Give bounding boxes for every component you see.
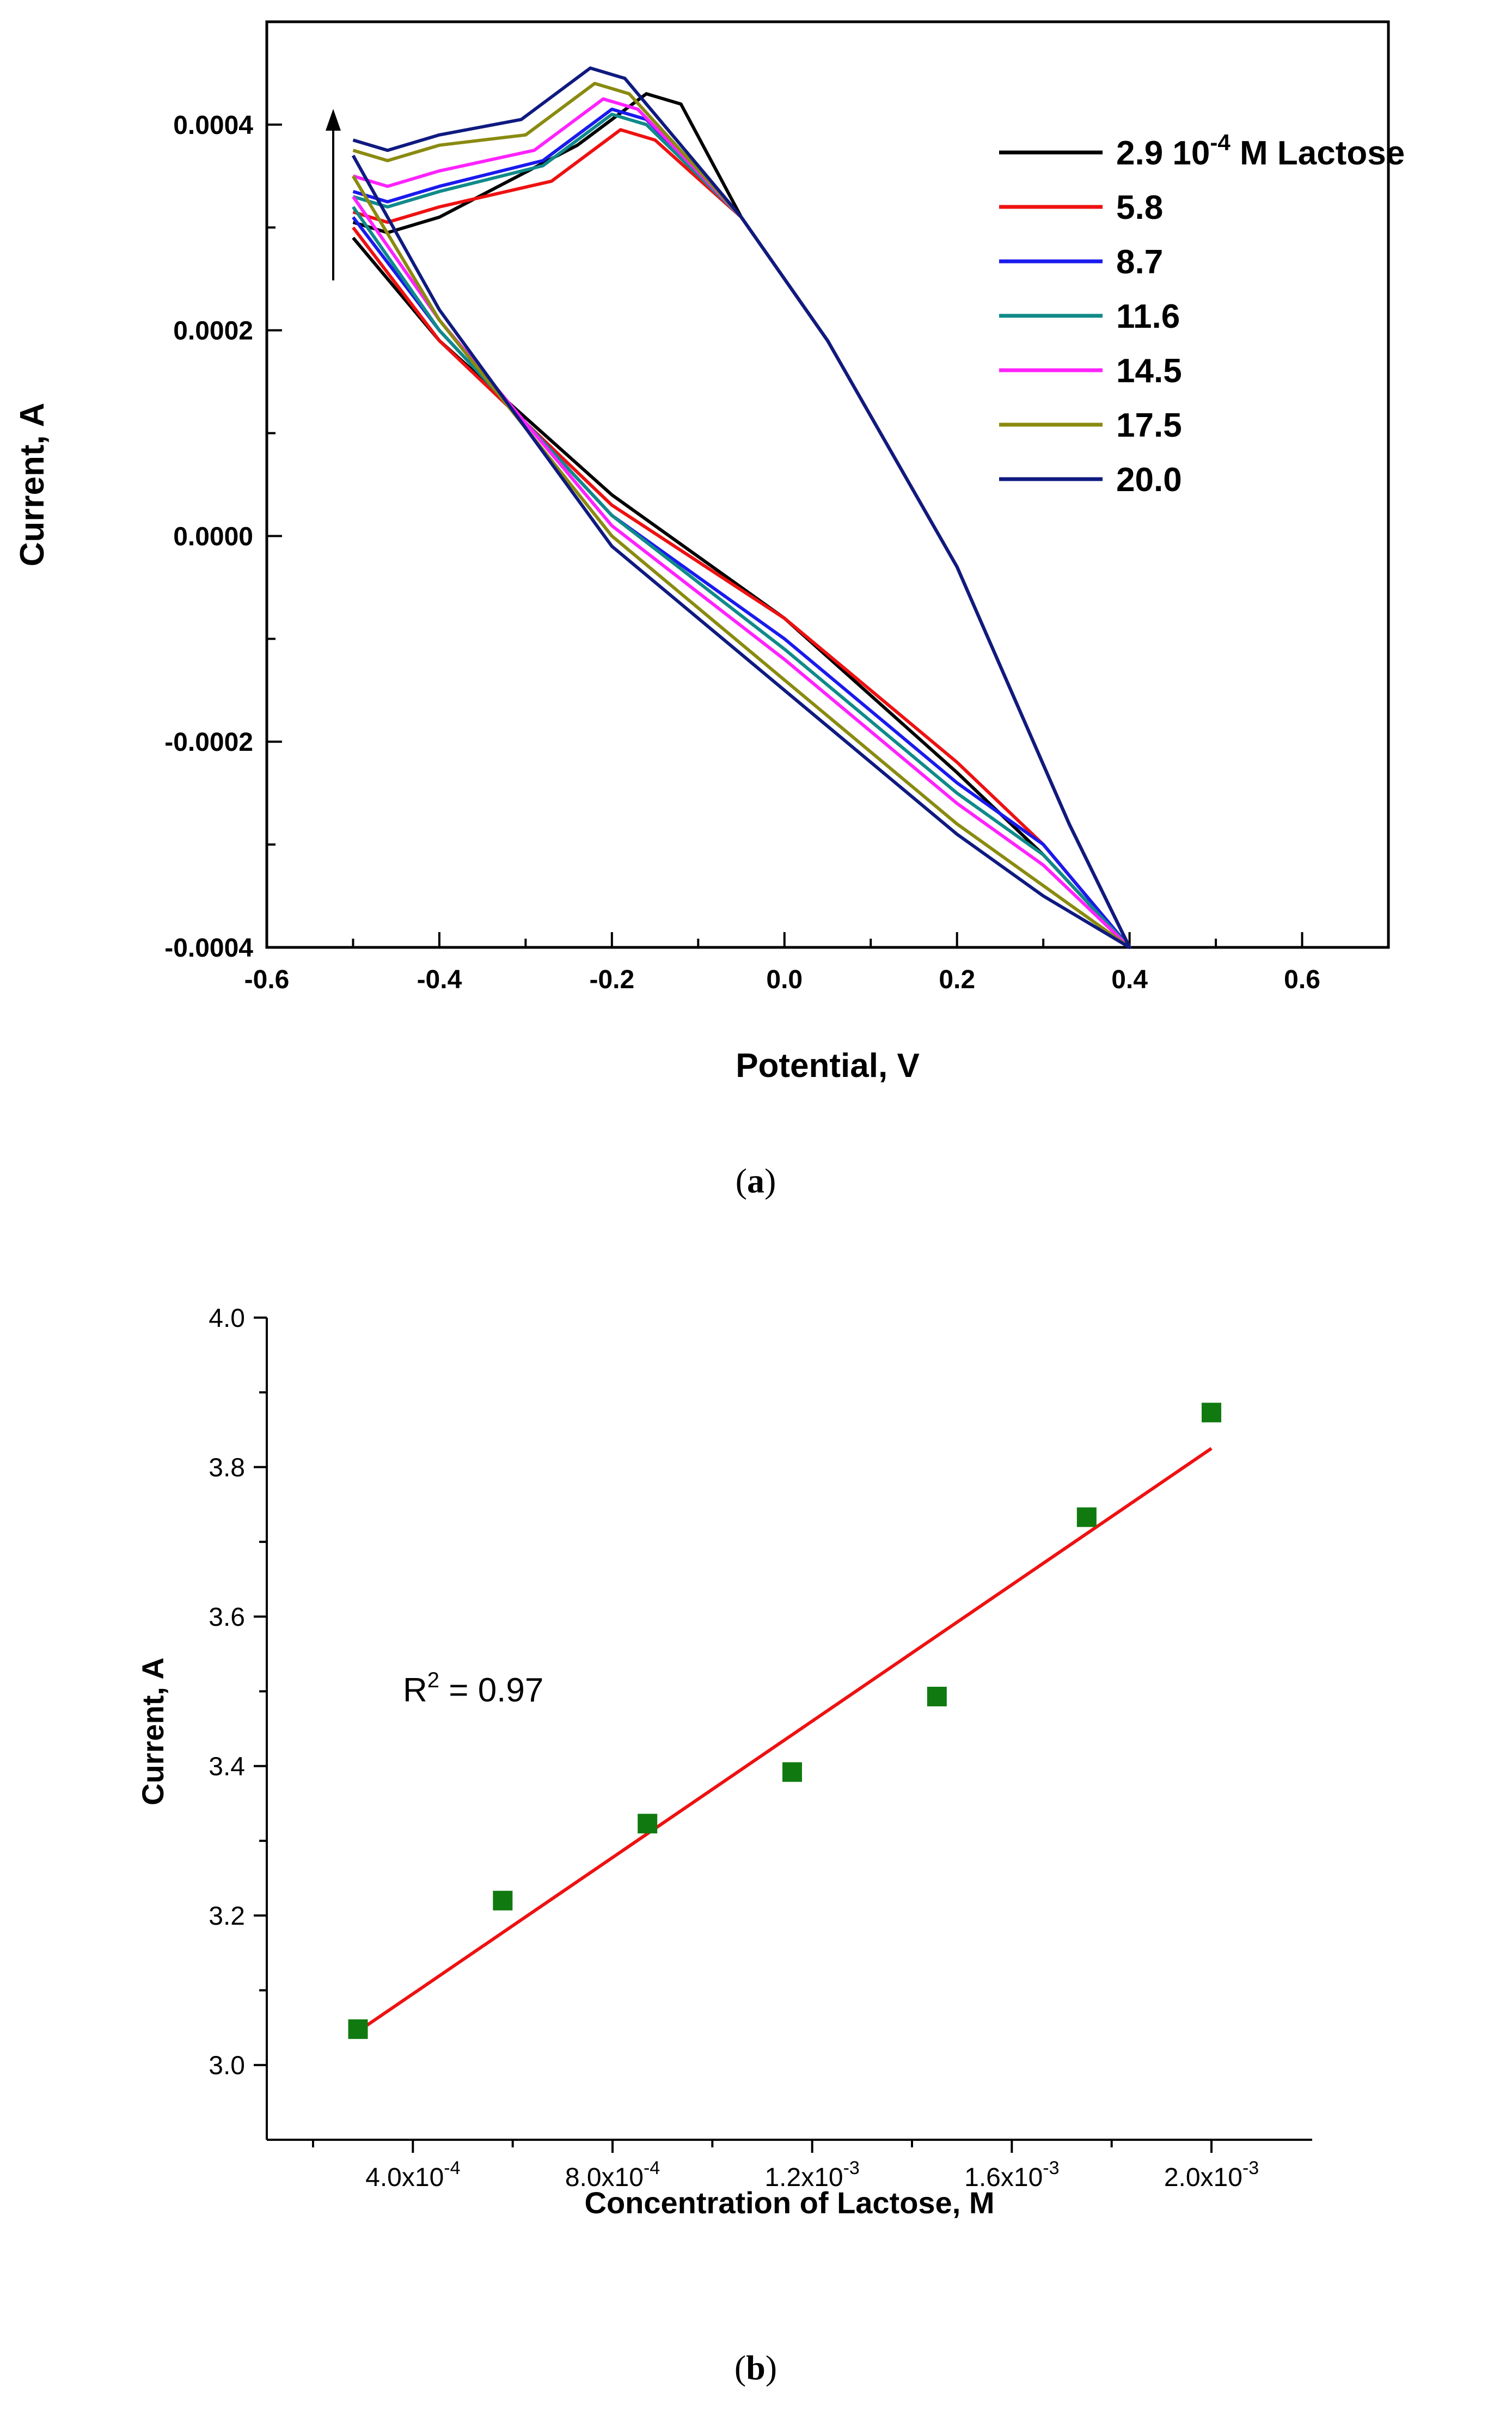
r-squared-superscript: 2: [427, 1668, 439, 1692]
panel-a-y-tick-label: 0.0002: [173, 317, 253, 346]
data-point: [493, 1890, 513, 1911]
legend-label-unit: M Lactose: [1231, 134, 1405, 172]
panel-a-y-axis: -0.0004 -0.0002 0.0000 0.0002 0.0004: [164, 21, 282, 963]
panel-b-x-axis-label: Concentration of Lactose, M: [585, 2186, 995, 2220]
panel-b-y-axis: 3.0 3.2 3.4 3.6 3.8 4.0: [209, 1304, 267, 2080]
series-line-6: [351, 66, 1131, 949]
panel-b-y-axis-label: Current, A: [136, 1657, 170, 1805]
panel-a-y-tick-label: 0.0004: [173, 111, 253, 140]
r-squared-value: = 0.97: [439, 1672, 543, 1709]
series-line-0: [352, 92, 1131, 949]
panel-b-x-axis: 4.0x10-4 8.0x10-4 1.2x10-3 1.6x10-3 2.0x10-3: [312, 2140, 1259, 2192]
legend-label: 5.8: [1116, 189, 1163, 226]
data-point: [348, 2019, 368, 2039]
panel-b-y-tick-label: 3.8: [209, 1454, 245, 1483]
legend-label: 8.7: [1116, 243, 1163, 281]
tick-exponent: -4: [644, 2158, 660, 2178]
legend-label: 14.5: [1116, 352, 1182, 390]
panel-b-data-points: [348, 1403, 1221, 2039]
panel-a-x-tick-label: -0.2: [589, 965, 634, 994]
panel-a-series-lines: [351, 66, 1131, 949]
legend-label: 2.9 10-4 M Lactose: [1116, 130, 1405, 172]
tick-mantissa: 1.2x10: [764, 2163, 843, 2192]
panel-a-y-axis-label: Current, A: [14, 403, 51, 567]
panel-a-x-tick-label: 0.2: [939, 965, 975, 994]
panel-a-chart: -0.6 -0.4 -0.2 0.0 0.2 0.4 0.6 -0.0004 -0.0002 0…: [14, 20, 1405, 1085]
panel-a-legend: 2.9 10-4 M Lactose 5.8 8.7 11.6 14.5 17.5 20.0: [999, 130, 1405, 499]
fit-line: [357, 1447, 1213, 2033]
r-squared-annotation: R2 = 0.97: [403, 1668, 543, 1709]
panel-a-y-tick-label: 0.0000: [173, 522, 253, 551]
panel-b-chart: 4.0x10-4 8.0x10-4 1.2x10-3 1.6x10-3 2.0x10-3…: [136, 1304, 1312, 2220]
tick-mantissa: 1.6x10: [964, 2163, 1043, 2192]
tick-mantissa: 2.0x10: [1164, 2163, 1242, 2192]
panel-b-x-tick-label: 4.0x10-4: [365, 2158, 460, 2192]
panel-a-y-tick-label: -0.0004: [164, 934, 253, 963]
panel-a-x-tick-label: -0.6: [244, 965, 290, 994]
tick-mantissa: 8.0x10: [565, 2163, 644, 2192]
panel-a-y-tick-label: -0.0002: [164, 728, 253, 757]
legend-label-value: 2.9 10: [1116, 134, 1210, 172]
data-point: [638, 1814, 658, 1834]
panel-a-x-tick-label: -0.4: [417, 965, 462, 994]
caption-b-letter: b: [746, 2348, 766, 2387]
panel-b-x-tick-label: 2.0x10-3: [1164, 2158, 1259, 2192]
series-line-2: [352, 107, 1131, 949]
data-point: [782, 1762, 802, 1782]
tick-mantissa: 4.0x10: [365, 2163, 444, 2192]
increase-arrow-head: [326, 109, 341, 131]
panel-b-x-tick-label: 1.2x10-3: [764, 2158, 859, 2192]
tick-exponent: -3: [1242, 2158, 1259, 2178]
legend-label: 17.5: [1116, 407, 1182, 444]
panel-b-y-tick-label: 3.4: [209, 1753, 245, 1782]
caption-a: (a): [736, 1161, 776, 1200]
panel-b-y-tick-label: 4.0: [209, 1304, 245, 1333]
legend-label: 11.6: [1116, 298, 1180, 335]
panel-b-x-tick-label: 1.6x10-3: [964, 2158, 1059, 2192]
data-point: [1076, 1507, 1097, 1527]
legend-label: 20.0: [1116, 461, 1182, 499]
panel-a-x-axis-label: Potential, V: [736, 1047, 920, 1085]
panel-a-plot-frame: [265, 20, 1390, 949]
panel-b-y-tick-label: 3.0: [209, 2052, 245, 2080]
legend-label-exponent: -4: [1210, 130, 1231, 155]
panel-a-x-tick-label: 0.4: [1111, 965, 1148, 994]
panel-b-y-tick-label: 3.6: [209, 1603, 245, 1632]
caption-a-letter: a: [747, 1161, 764, 1200]
tick-exponent: -3: [843, 2158, 860, 2178]
caption-b: (b): [734, 2348, 777, 2387]
panel-a-x-tick-label: 0.6: [1284, 965, 1320, 994]
tick-exponent: -3: [1043, 2158, 1059, 2178]
tick-exponent: -4: [444, 2158, 460, 2178]
r-squared-symbol: R: [403, 1672, 427, 1709]
series-line-4: [352, 97, 1131, 949]
panel-b-y-tick-label: 3.2: [209, 1902, 245, 1931]
panel-a-x-tick-label: 0.0: [766, 965, 803, 994]
data-point: [1202, 1403, 1221, 1423]
panel-a-x-axis: -0.6 -0.4 -0.2 0.0 0.2 0.4 0.6: [244, 932, 1320, 994]
panel-b-x-tick-label: 8.0x10-4: [565, 2158, 660, 2192]
data-point: [927, 1686, 947, 1706]
